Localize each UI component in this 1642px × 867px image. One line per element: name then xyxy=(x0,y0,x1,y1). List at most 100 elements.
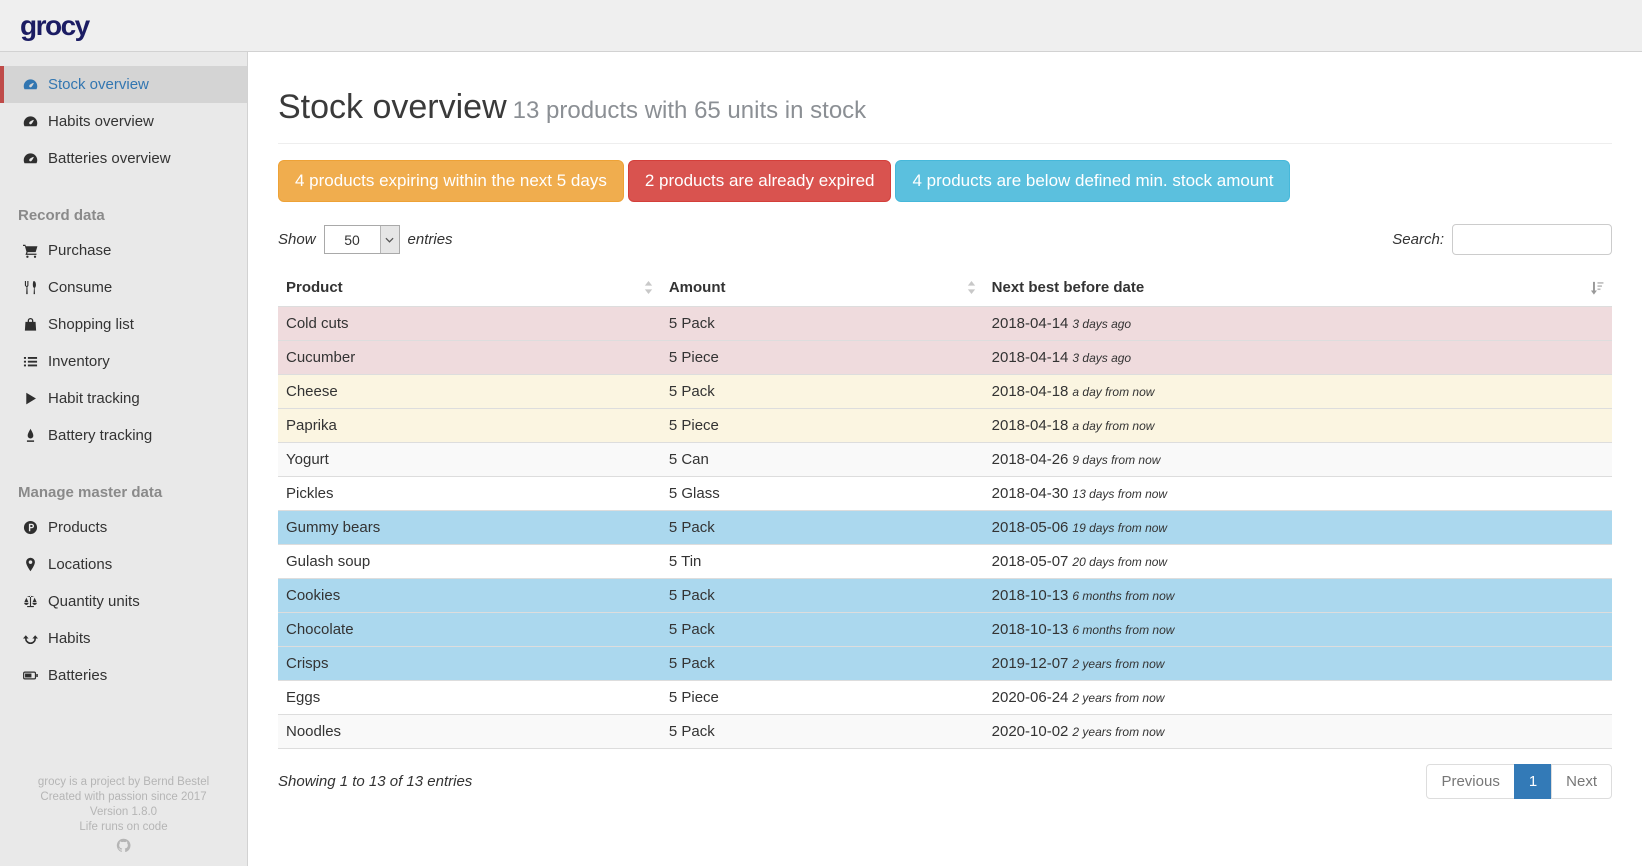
sidebar-item-label: Battery tracking xyxy=(48,427,153,444)
sidebar-item-label: Purchase xyxy=(48,242,112,259)
table-row[interactable]: Gummy bears 5 Pack 2018-05-06 19 days fro… xyxy=(278,510,1612,545)
page-title: Stock overview 13 products with 65 units … xyxy=(278,88,1612,127)
tachometer-icon xyxy=(22,151,39,167)
product-cell: Gummy bears xyxy=(278,510,661,545)
sidebar-item-label: Shopping list xyxy=(48,316,134,333)
product-cell: Crisps xyxy=(278,646,661,681)
time-ago: 9 days from now xyxy=(1072,453,1161,467)
previous-page-button[interactable]: Previous xyxy=(1426,764,1515,799)
page-title-text: Stock overview xyxy=(278,88,507,126)
sidebar-item-inventory[interactable]: Inventory xyxy=(0,343,247,380)
grocy-logo[interactable]: grocy xyxy=(20,9,90,41)
date-cell: 2018-04-26 9 days from now xyxy=(983,442,1612,477)
play-icon xyxy=(22,391,39,407)
date-cell: 2019-12-07 2 years from now xyxy=(983,646,1612,681)
table-row[interactable]: Yogurt 5 Can 2018-04-26 9 days from now xyxy=(278,442,1612,477)
amount-cell: 5 Piece xyxy=(660,340,984,375)
table-row[interactable]: Paprika 5 Piece 2018-04-18 a day from now xyxy=(278,408,1612,443)
amount-cell: 5 Pack xyxy=(660,578,984,613)
page-length-select[interactable]: 50 xyxy=(323,225,400,254)
sidebar-section-master-data: Manage master data xyxy=(18,484,163,501)
date-cell: 2018-10-13 6 months from now xyxy=(983,578,1612,613)
sidebar-section-record-data: Record data xyxy=(18,207,105,224)
sidebar-item-label: Habits xyxy=(48,630,91,647)
sidebar-item-habits-overview[interactable]: Habits overview xyxy=(0,103,247,140)
date-cell: 2020-10-02 2 years from now xyxy=(983,714,1612,749)
sidebar-item-habit-tracking[interactable]: Habit tracking xyxy=(0,380,247,417)
product-cell: Pickles xyxy=(278,476,661,511)
expired-products-button[interactable]: 2 products are already expired xyxy=(627,160,892,202)
amount-cell: 5 Tin xyxy=(660,544,984,579)
below-min-stock-button[interactable]: 4 products are below defined min. stock … xyxy=(895,160,1291,202)
sidebar-item-label: Quantity units xyxy=(48,593,140,610)
table-footer: Showing 1 to 13 of 13 entries Previous 1… xyxy=(278,749,1612,809)
chevron-down-icon xyxy=(379,226,399,253)
search-input[interactable] xyxy=(1452,224,1612,255)
product-cell: Paprika xyxy=(278,408,661,443)
list-icon xyxy=(22,354,39,370)
column-header-next-best-before-date[interactable]: Next best before date xyxy=(983,269,1612,307)
amount-cell: 5 Pack xyxy=(660,646,984,681)
search-label: Search: xyxy=(1392,231,1444,248)
sidebar-item-battery-tracking[interactable]: Battery tracking xyxy=(0,417,247,454)
column-header-amount[interactable]: Amount xyxy=(660,269,984,307)
table-row[interactable]: Cookies 5 Pack 2018-10-13 6 months from n… xyxy=(278,578,1612,613)
sidebar-item-stock-overview[interactable]: Stock overview xyxy=(0,66,247,103)
product-cell: Cookies xyxy=(278,578,661,613)
product-cell: Cold cuts xyxy=(278,306,661,341)
table-row[interactable]: Chocolate 5 Pack 2018-10-13 6 months from… xyxy=(278,612,1612,647)
table-row[interactable]: Gulash soup 5 Tin 2018-05-07 20 days from… xyxy=(278,544,1612,579)
sidebar-item-batteries[interactable]: Batteries xyxy=(0,657,247,694)
time-ago: 13 days from now xyxy=(1072,487,1168,501)
amount-cell: 5 Piece xyxy=(660,680,984,715)
table-row[interactable]: Cucumber 5 Piece 2018-04-14 3 days ago xyxy=(278,340,1612,375)
footer-line: Created with passion since 2017 xyxy=(40,791,207,803)
sidebar-item-label: Inventory xyxy=(48,353,110,370)
page-1-button[interactable]: 1 xyxy=(1513,764,1553,799)
table-row[interactable]: Cold cuts 5 Pack 2018-04-14 3 days ago xyxy=(278,306,1612,341)
sidebar-item-products[interactable]: Products xyxy=(0,509,247,546)
sort-amount-asc-icon[interactable] xyxy=(1590,281,1604,295)
sidebar-item-batteries-overview[interactable]: Batteries overview xyxy=(0,140,247,177)
time-ago: 3 days ago xyxy=(1072,351,1132,365)
table-row[interactable]: Crisps 5 Pack 2019-12-07 2 years from now xyxy=(278,646,1612,681)
sidebar-item-habits[interactable]: Habits xyxy=(0,620,247,657)
time-ago: a day from now xyxy=(1072,385,1155,399)
column-header-product[interactable]: Product xyxy=(278,269,661,307)
time-ago: 19 days from now xyxy=(1072,521,1168,535)
table-row[interactable]: Noodles 5 Pack 2020-10-02 2 years from no… xyxy=(278,714,1612,749)
sort-icon[interactable] xyxy=(644,281,653,294)
sidebar-item-shopping-list[interactable]: Shopping list xyxy=(0,306,247,343)
sort-icon[interactable] xyxy=(967,281,976,294)
expiring-products-button[interactable]: 4 products expiring within the next 5 da… xyxy=(278,160,624,202)
sidebar-item-locations[interactable]: Locations xyxy=(0,546,247,583)
table-row[interactable]: Cheese 5 Pack 2018-04-18 a day from now xyxy=(278,374,1612,409)
table-controls: Show 50 entries Search: xyxy=(278,224,1612,255)
amount-cell: 5 Glass xyxy=(660,476,984,511)
shopping-cart-icon xyxy=(22,243,39,259)
product-cell: Yogurt xyxy=(278,442,661,477)
amount-cell: 5 Pack xyxy=(660,510,984,545)
sidebar-item-purchase[interactable]: Purchase xyxy=(0,232,247,269)
stock-alerts: 4 products expiring within the next 5 da… xyxy=(278,160,1612,202)
amount-cell: 5 Pack xyxy=(660,714,984,749)
table-row[interactable]: Pickles 5 Glass 2018-04-30 13 days from n… xyxy=(278,476,1612,511)
sidebar: Stock overview Habits overview Batteries… xyxy=(0,52,248,866)
table-row[interactable]: Eggs 5 Piece 2020-06-24 2 years from now xyxy=(278,680,1612,715)
sidebar-item-label: Locations xyxy=(48,556,113,573)
sidebar-item-consume[interactable]: Consume xyxy=(0,269,247,306)
date-cell: 2018-04-30 13 days from now xyxy=(983,476,1612,511)
sidebar-item-quantity-units[interactable]: Quantity units xyxy=(0,583,247,620)
product-cell: Gulash soup xyxy=(278,544,661,579)
amount-cell: 5 Piece xyxy=(660,408,984,443)
map-marker-icon xyxy=(22,557,39,573)
time-ago: 2 years from now xyxy=(1072,657,1165,671)
amount-cell: 5 Pack xyxy=(660,374,984,409)
title-divider xyxy=(278,143,1612,144)
page-subtitle: 13 products with 65 units in stock xyxy=(512,97,867,124)
github-icon[interactable] xyxy=(0,838,247,858)
time-ago: 20 days from now xyxy=(1072,555,1168,569)
footer-line: grocy is a project by Bernd Bestel xyxy=(37,776,210,788)
next-page-button[interactable]: Next xyxy=(1551,764,1612,799)
amount-cell: 5 Can xyxy=(660,442,984,477)
